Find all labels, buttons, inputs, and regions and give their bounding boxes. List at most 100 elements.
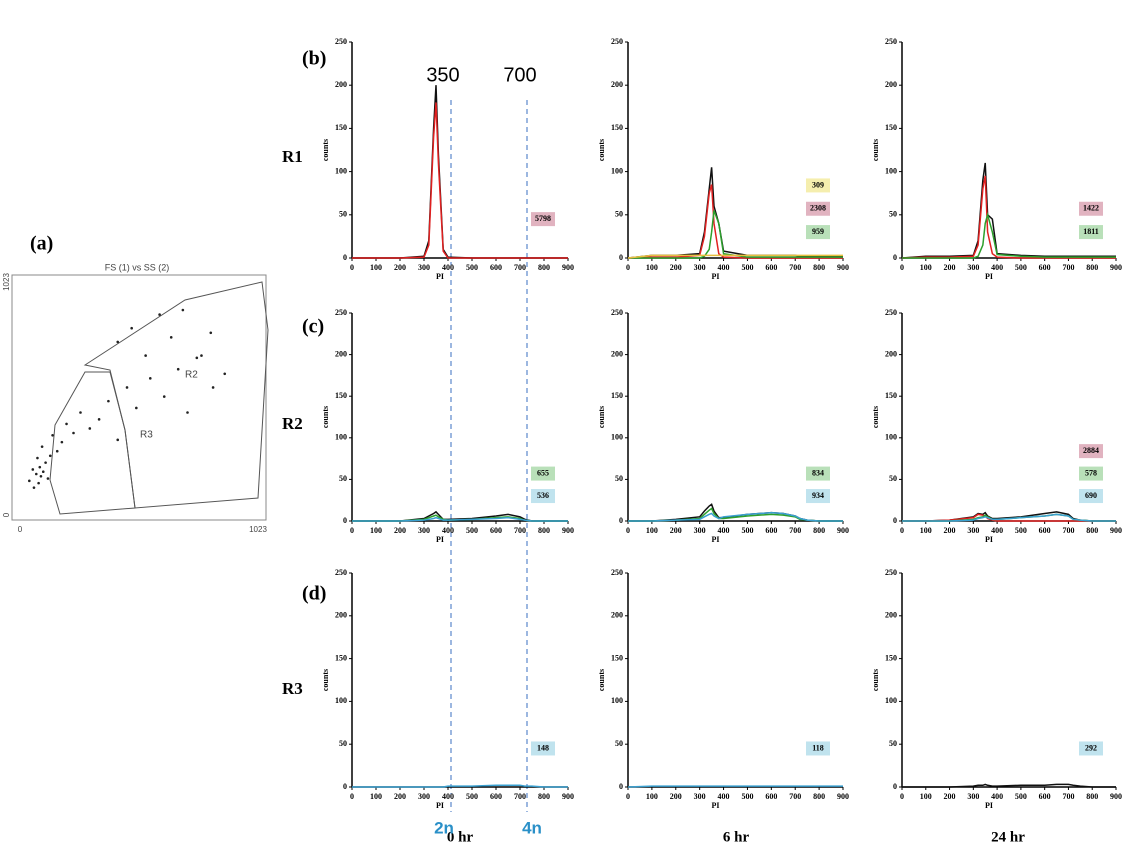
y-axis-label: counts [871, 406, 880, 428]
x-tick-label: 300 [694, 526, 706, 535]
panel-label: (c) [302, 316, 324, 338]
y-axis-label: counts [871, 669, 880, 691]
y-tick-label: 150 [335, 391, 347, 400]
y-axis-label: counts [597, 406, 606, 428]
x-tick-label: 200 [944, 792, 956, 801]
x-tick-label: 0 [900, 526, 904, 535]
y-tick-label: 0 [619, 253, 623, 262]
y-tick-label: 50 [339, 474, 347, 483]
x-tick-label: 100 [920, 792, 932, 801]
annotation: 1811 [1083, 227, 1099, 236]
point [65, 422, 68, 426]
x-axis-label: PI [712, 801, 720, 810]
x-tick-label: 300 [418, 526, 430, 535]
x-tick-label: 600 [1039, 792, 1051, 801]
x-axis-label: PI [436, 801, 444, 810]
x-tick-label: 500 [1015, 526, 1027, 535]
x-tick-label: 600 [490, 526, 502, 535]
y-tick-label: 50 [615, 474, 623, 483]
point [116, 438, 120, 442]
annotation: 118 [812, 743, 824, 752]
annotation-box [806, 225, 830, 240]
series-line [902, 211, 1116, 259]
point [211, 386, 215, 389]
point [209, 331, 213, 335]
annotation-box [806, 741, 830, 756]
annotation: 309 [812, 180, 824, 189]
y-axis-label: counts [321, 139, 330, 161]
y-tick-label: 50 [339, 739, 347, 748]
y-tick-label: 200 [885, 349, 897, 358]
point [34, 472, 38, 476]
x-tick-label: 200 [670, 792, 682, 801]
x-tick-label: 300 [967, 263, 979, 272]
y-tick-label: 150 [885, 391, 897, 400]
y-tick-label: 200 [611, 349, 623, 358]
peak-label: 350 [426, 64, 459, 86]
x-tick-label: 400 [718, 792, 730, 801]
y-tick-label: 150 [335, 123, 347, 132]
chart-title: FS (1) vs SS (2) [105, 262, 170, 272]
x-tick-label: 800 [538, 263, 550, 272]
annotation: 959 [812, 227, 824, 236]
series-line [628, 503, 843, 522]
x-tick-label: 400 [442, 263, 454, 272]
series-line [352, 85, 568, 259]
x-tick-label: 0 [350, 526, 354, 535]
x-tick-label: 100 [920, 263, 932, 272]
series-line [627, 785, 843, 788]
annotation: 1422 [1083, 204, 1099, 213]
annotation-box [806, 178, 830, 193]
y-axis-label: counts [321, 406, 330, 428]
gate [49, 371, 136, 515]
annotation: 655 [537, 468, 549, 477]
annotation-box [531, 212, 555, 227]
point [48, 454, 52, 458]
x-tick-label: 700 [789, 526, 801, 535]
panel-label: (a) [30, 233, 53, 255]
y-tick-label: 100 [335, 166, 347, 175]
point [125, 386, 129, 389]
point [60, 440, 64, 444]
series-line [628, 511, 843, 522]
panel-label: (b) [302, 48, 326, 70]
annotation-box [1079, 466, 1103, 481]
annotation: 536 [537, 491, 549, 500]
point [223, 372, 227, 376]
x-tick-label: 200 [670, 526, 682, 535]
y-tick-label: 100 [885, 166, 897, 175]
y-tick-label: 200 [335, 349, 347, 358]
point [41, 470, 45, 474]
point [162, 395, 166, 398]
x-tick-label: 600 [765, 263, 777, 272]
point [79, 411, 82, 414]
point [169, 336, 173, 339]
point [51, 433, 54, 437]
x-tick-label: 900 [562, 792, 574, 801]
x-tick-label: 600 [765, 526, 777, 535]
x-tick-label: 200 [944, 263, 956, 272]
x-tick-label: 800 [813, 263, 825, 272]
x-tick-label: 0 [626, 526, 630, 535]
annotation: 834 [812, 468, 824, 477]
point [40, 445, 44, 448]
row-label: R2 [282, 414, 303, 433]
annotation: 2884 [1083, 446, 1099, 455]
annotation-box [1079, 201, 1103, 216]
point [135, 406, 138, 410]
y-tick-label: 50 [889, 210, 897, 219]
x-tick-label: 400 [991, 792, 1003, 801]
y-tick-label: 50 [889, 474, 897, 483]
series-line [902, 783, 1116, 788]
series-line [901, 162, 1116, 259]
y-tick-label: 1023 [2, 273, 11, 291]
x-tick-label: 500 [466, 526, 478, 535]
y-tick-label: 0 [343, 516, 347, 525]
y-tick-label: 50 [615, 210, 623, 219]
x-axis-label: PI [985, 535, 993, 544]
y-tick-label: 50 [615, 739, 623, 748]
y-tick-label: 200 [335, 80, 347, 89]
y-tick-label: 150 [611, 653, 623, 662]
x-tick-label: 0 [900, 263, 904, 272]
point [28, 479, 31, 483]
